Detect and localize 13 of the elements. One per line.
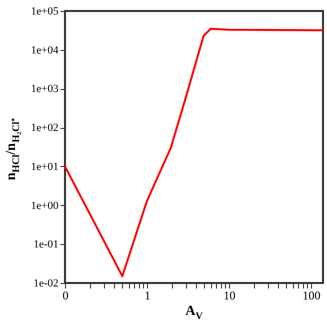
y-tick-label: 1e-02 xyxy=(33,278,58,290)
y-axis-title: nHCl/nH₂Cl⁺ xyxy=(4,118,22,180)
x-tick-label: 10 xyxy=(224,288,236,302)
x-tick-label: 100 xyxy=(302,288,321,302)
y-tick-label: 1e+04 xyxy=(30,44,59,56)
y-tick-label: 1e-01 xyxy=(33,238,58,251)
x-tick-label: 0 xyxy=(62,288,68,302)
y-tick-label: 1e+03 xyxy=(30,83,59,96)
y-tick-label: 1e+00 xyxy=(30,200,59,212)
y-tick-label: 1e+05 xyxy=(30,6,59,18)
y-tick-label: 1e+02 xyxy=(30,122,58,134)
y-tick-label: 1e+01 xyxy=(30,160,58,173)
x-tick-label: 1 xyxy=(144,288,151,302)
